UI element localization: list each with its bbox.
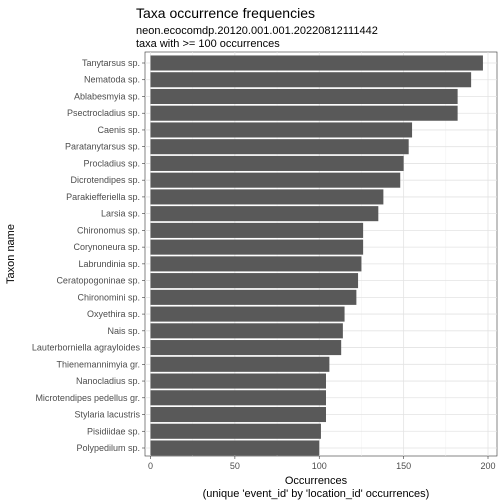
x-tick-label: 150 (396, 461, 411, 471)
bar (150, 340, 342, 356)
y-tick-label: Chironomini sp. (77, 292, 140, 302)
bar (150, 356, 330, 372)
y-tick-label: Parakiefferiella sp. (66, 192, 140, 202)
bar (150, 256, 362, 272)
y-axis-tick-labels: Tanytarsus sp. Nematoda sp. Ablabesmyia sp… (32, 58, 145, 453)
bars (150, 55, 483, 456)
y-tick-label: Polypedilum sp. (76, 443, 140, 453)
bar (150, 139, 409, 155)
y-tick-label: Corynoneura sp. (73, 242, 140, 252)
y-tick-label: Procladius sp. (83, 158, 140, 168)
x-axis-title-line-1: Occurrences (285, 475, 348, 487)
y-tick-label: Lauterborniella agrayloides (32, 343, 141, 353)
bar (150, 122, 413, 138)
x-tick-label: 0 (148, 461, 153, 471)
y-tick-label: Microtendipes pedellus gr. (35, 393, 140, 403)
y-tick-label: Dicrotendipes sp. (70, 175, 140, 185)
bar (150, 55, 483, 71)
bar (150, 189, 384, 205)
y-tick-label: Pisidiidae sp. (87, 426, 140, 436)
y-tick-label: Larsia sp. (101, 209, 140, 219)
y-tick-label: Tanytarsus sp. (82, 58, 140, 68)
bar (150, 206, 379, 222)
y-tick-label: Caenis sp. (97, 125, 140, 135)
bar (150, 289, 357, 305)
x-tick-label: 100 (312, 461, 327, 471)
bar (150, 239, 364, 255)
y-tick-label: Psectrocladius sp. (67, 108, 140, 118)
x-axis-tick-labels: 0 50 100 150 200 (148, 456, 496, 471)
bar (150, 222, 364, 238)
chart-subtitle-line-1: neon.ecocomdp.20120.001.001.202208121114… (136, 25, 378, 37)
bar (150, 390, 326, 406)
chart-subtitle-line-2: taxa with >= 100 occurrences (136, 38, 280, 50)
y-tick-label: Nematoda sp. (84, 75, 140, 85)
y-tick-label: Nais sp. (107, 326, 140, 336)
y-tick-label: Nanocladius sp. (76, 376, 140, 386)
y-axis-title: Taxon name (5, 224, 17, 284)
chart-title: Taxa occurrence frequencies (136, 5, 315, 21)
x-tick-label: 200 (480, 461, 495, 471)
bar (150, 423, 321, 439)
y-tick-label: Chironomus sp. (77, 225, 140, 235)
bar (150, 406, 326, 423)
bar (150, 323, 343, 339)
bar (150, 72, 472, 88)
bar (150, 155, 404, 171)
x-tick-label: 50 (230, 461, 240, 471)
y-tick-label: Labrundinia sp. (78, 259, 140, 269)
bar (150, 273, 359, 289)
bar (150, 440, 320, 456)
bar (150, 105, 458, 121)
x-axis-title-line-2: (unique 'event_id' by 'location_id' occu… (203, 488, 430, 500)
y-tick-label: Oxyethira sp. (87, 309, 140, 319)
y-tick-label: Ceratopogoninae sp. (56, 276, 140, 286)
bar (150, 373, 326, 389)
y-tick-label: Thienemannimyia gr. (56, 359, 140, 369)
y-tick-label: Stylaria lacustris (74, 410, 140, 420)
y-tick-label: Ablabesmyia sp. (74, 91, 140, 101)
bar (150, 172, 401, 188)
bar (150, 306, 345, 322)
y-tick-label: Paratanytarsus sp. (65, 142, 140, 152)
bar (150, 88, 458, 105)
